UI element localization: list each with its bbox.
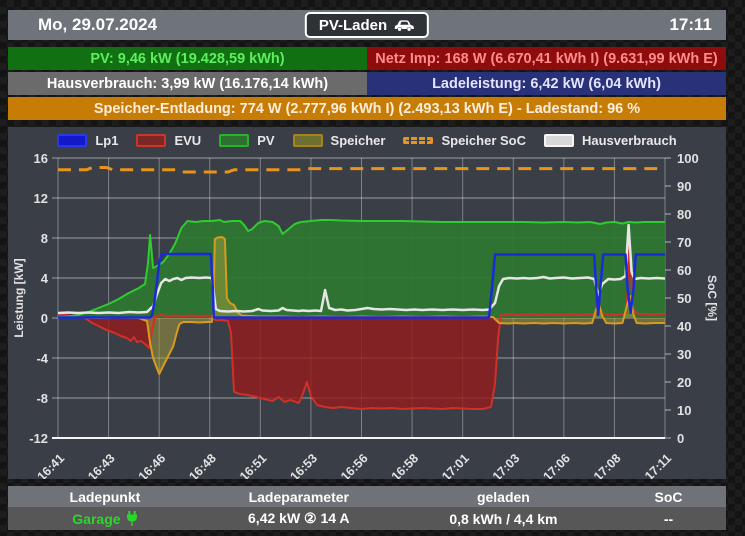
svg-text:4: 4 bbox=[41, 271, 49, 286]
legend-item-pv[interactable]: PV bbox=[219, 133, 275, 148]
status-row-2: Hausverbrauch: 3,99 kW (16.176,14 kWh) L… bbox=[8, 72, 726, 95]
col-ladeparameter: Ladeparameter bbox=[248, 488, 349, 505]
legend-label: Speicher bbox=[330, 133, 386, 148]
legend-item-lp1[interactable]: Lp1 bbox=[57, 133, 118, 148]
chargepoint-table-header: Ladepunkt Ladeparameter geladen SoC bbox=[8, 486, 726, 507]
legend-swatch bbox=[403, 137, 434, 144]
soc-value: -- bbox=[663, 510, 674, 527]
top-bar: Mo, 29.07.2024 PV-Laden 17:11 bbox=[8, 10, 726, 40]
col-geladen: geladen bbox=[476, 488, 530, 505]
svg-text:-8: -8 bbox=[36, 391, 48, 406]
svg-text:17:11: 17:11 bbox=[642, 451, 674, 479]
svg-text:10: 10 bbox=[677, 403, 691, 418]
status-row-3: Speicher-Entladung: 774 W (2.777,96 kWh … bbox=[8, 97, 726, 120]
svg-text:0: 0 bbox=[677, 431, 684, 446]
status-row-1: PV: 9,46 kW (19.428,59 kWh) Netz Imp: 16… bbox=[8, 47, 726, 70]
power-chart[interactable]: 16 12 8 4 0 -4 -8 -12 100 90 80 70 60 50 40 30 20 10 0 16:4… bbox=[8, 127, 726, 479]
svg-text:80: 80 bbox=[677, 207, 691, 222]
charge-power-status: Ladeleistung: 6,42 kW (6,04 kWh) bbox=[367, 72, 726, 95]
svg-text:17:08: 17:08 bbox=[591, 451, 624, 479]
legend-label: Speicher SoC bbox=[441, 133, 526, 148]
house-consumption-status: Hausverbrauch: 3,99 kW (16.176,14 kWh) bbox=[8, 72, 367, 95]
chargepoint-table-row: Garage 6,42 kW ② 14 A 0,8 kWh / 4,4 km -… bbox=[8, 507, 726, 530]
svg-text:30: 30 bbox=[677, 347, 691, 362]
svg-text:8: 8 bbox=[41, 231, 48, 246]
svg-text:16: 16 bbox=[34, 151, 48, 166]
svg-text:16:46: 16:46 bbox=[136, 451, 169, 479]
legend-item-evu[interactable]: EVU bbox=[136, 133, 201, 148]
svg-text:17:03: 17:03 bbox=[490, 451, 523, 479]
grid-import-status: Netz Imp: 168 W (6.670,41 kWh I) (9.631,… bbox=[367, 47, 726, 70]
svg-text:16:51: 16:51 bbox=[237, 451, 270, 479]
charged-value: 0,8 kWh / 4,4 km bbox=[449, 510, 558, 527]
chargepoint-name: Garage bbox=[72, 511, 137, 527]
area-evu bbox=[58, 239, 665, 409]
legend-label: PV bbox=[257, 133, 275, 148]
chart-legend: Lp1 EVU PV Speicher Speicher SoC Hausverbrauc… bbox=[8, 133, 726, 148]
chart-series bbox=[58, 166, 665, 410]
svg-text:16:56: 16:56 bbox=[338, 451, 371, 479]
pv-status: PV: 9,46 kW (19.428,59 kWh) bbox=[8, 47, 367, 70]
col-soc: SoC bbox=[654, 488, 683, 505]
legend-swatch bbox=[57, 134, 88, 147]
date-label: Mo, 29.07.2024 bbox=[38, 15, 158, 34]
svg-text:SoC [%]: SoC [%] bbox=[705, 275, 719, 321]
charge-parameter-value: 6,42 kW ② 14 A bbox=[248, 510, 350, 526]
chart-canvas[interactable]: 1612840-4-8-12100908070605040302010016:4… bbox=[8, 127, 726, 479]
line-hausverbrauch bbox=[58, 223, 665, 315]
legend-swatch bbox=[136, 134, 167, 147]
svg-text:16:48: 16:48 bbox=[186, 451, 219, 479]
svg-text:-4: -4 bbox=[36, 351, 48, 366]
svg-text:Leistung [kW]: Leistung [kW] bbox=[12, 258, 26, 337]
svg-text:17:06: 17:06 bbox=[540, 451, 573, 479]
legend-item-speicher[interactable]: Speicher bbox=[292, 133, 386, 148]
line-lp1 bbox=[58, 252, 665, 319]
svg-text:16:53: 16:53 bbox=[288, 451, 321, 479]
charge-mode-label: PV-Laden bbox=[318, 16, 388, 34]
plug-icon bbox=[126, 511, 138, 526]
area-pv bbox=[58, 220, 665, 318]
svg-text:70: 70 bbox=[677, 235, 691, 250]
legend-swatch bbox=[292, 134, 323, 147]
line-pv bbox=[58, 219, 665, 318]
svg-text:16:41: 16:41 bbox=[35, 451, 68, 479]
legend-label: EVU bbox=[174, 133, 202, 148]
car-icon bbox=[394, 19, 415, 32]
battery-discharge-status: Speicher-Entladung: 774 W (2.777,96 kWh … bbox=[8, 97, 726, 120]
legend-swatch bbox=[544, 134, 574, 147]
charge-mode-button[interactable]: PV-Laden bbox=[304, 12, 430, 38]
svg-text:90: 90 bbox=[677, 179, 691, 194]
legend-item-hausverbrauch[interactable]: Hausverbrauch bbox=[544, 133, 677, 148]
col-ladepunkt: Ladepunkt bbox=[69, 488, 141, 505]
svg-text:12: 12 bbox=[34, 191, 48, 206]
line-evu bbox=[58, 238, 665, 410]
legend-label: Hausverbrauch bbox=[582, 133, 677, 148]
legend-item-speicher-soc[interactable]: Speicher SoC bbox=[403, 133, 526, 148]
svg-text:50: 50 bbox=[677, 291, 691, 306]
line-speicher-soc bbox=[58, 166, 665, 174]
svg-text:-12: -12 bbox=[29, 431, 48, 446]
svg-text:60: 60 bbox=[677, 263, 691, 278]
clock-label: 17:11 bbox=[669, 15, 712, 34]
legend-swatch bbox=[219, 134, 250, 147]
svg-text:0: 0 bbox=[41, 311, 48, 326]
svg-text:17:01: 17:01 bbox=[439, 451, 472, 479]
svg-text:40: 40 bbox=[677, 319, 691, 334]
svg-text:16:43: 16:43 bbox=[85, 451, 118, 479]
svg-text:100: 100 bbox=[677, 151, 699, 166]
svg-text:16:58: 16:58 bbox=[389, 451, 422, 479]
legend-label: Lp1 bbox=[95, 133, 119, 148]
svg-text:20: 20 bbox=[677, 375, 691, 390]
